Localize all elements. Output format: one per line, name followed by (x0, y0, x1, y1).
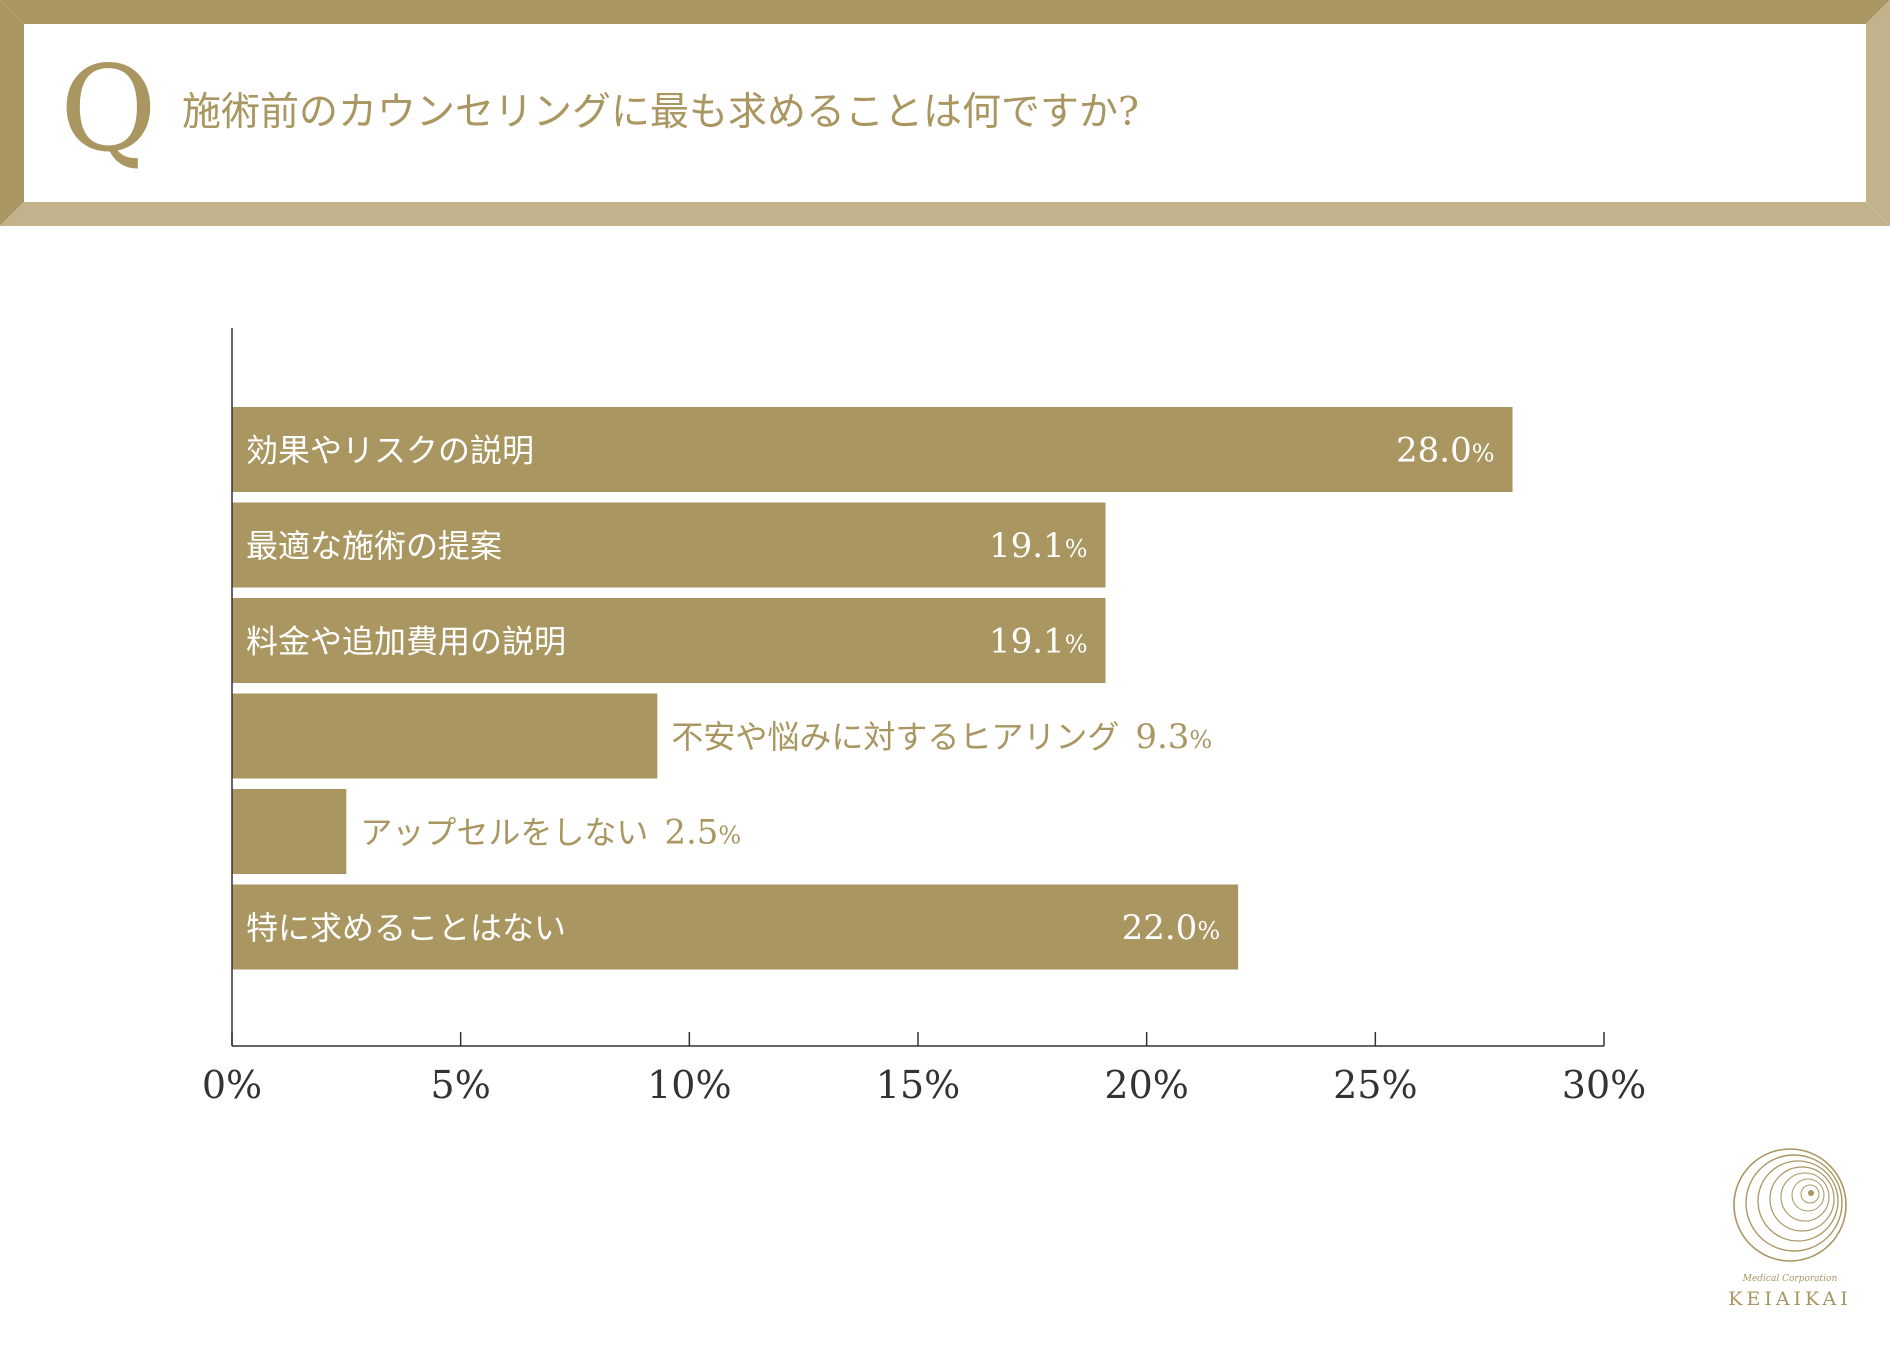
ticks-layer: 0% 5% 10% 15% 20% 25% 30% (202, 1032, 1646, 1107)
x-tick-label-30: 30% (1562, 1063, 1646, 1107)
page-title: 施術前のカウンセリングに最も求めることは何ですか? (182, 90, 1139, 135)
value-label-1: 28.0% (1396, 431, 1495, 471)
logo-spiral-icon (1733, 1148, 1847, 1262)
bar-6 (232, 884, 1239, 970)
logo-subtitle: Medical Corporation (1742, 1274, 1838, 1284)
x-tick-label-15: 15% (876, 1063, 960, 1107)
bar-1 (232, 407, 1513, 492)
x-tick-label-0: 0% (202, 1063, 262, 1107)
value-label-3: 19.1% (989, 622, 1088, 662)
category-label-4: 不安や悩みに対するヒアリング (671, 718, 1119, 756)
category-label-2: 最適な施術の提案 (246, 527, 502, 565)
frame-left-edge (0, 0, 24, 226)
frame-right-edge (1866, 0, 1890, 226)
bar-3 (232, 598, 1106, 683)
value-label-5: 2.5% (664, 813, 741, 853)
frame-top-edge (0, 0, 1890, 24)
question-mark-q: Q (60, 40, 157, 178)
logo: Medical Corporation KEIAIKAI (1700, 1148, 1880, 1310)
labels-layer: 効果やリスクの説明 28.0% 最適な施術の提案 19.1% 料金や追加費用の説明 19.… (246, 431, 1495, 949)
bar-2 (232, 502, 1106, 588)
frame-bottom-edge (0, 202, 1890, 226)
x-tick-label-25: 25% (1333, 1063, 1417, 1107)
category-label-1: 効果やリスクの説明 (246, 432, 534, 470)
x-tick-label-5: 5% (431, 1063, 491, 1107)
frame-inner (24, 24, 1866, 202)
value-label-2: 19.1% (989, 526, 1088, 566)
x-tick-label-10: 10% (647, 1063, 731, 1107)
category-label-6: 特に求めることはない (246, 909, 566, 947)
bar-4 (232, 693, 658, 779)
category-label-3: 料金や追加費用の説明 (246, 623, 566, 661)
category-label-5: アップセルをしない (360, 814, 648, 852)
bar-5 (232, 789, 347, 874)
logo-name: KEIAIKAI (1728, 1288, 1852, 1310)
bar-chart: 0% 5% 10% 15% 20% 25% 30% 効果やリスクの説明 28.0% 最適な施術の… (202, 328, 1646, 1107)
header-frame (0, 0, 1890, 226)
value-label-4: 9.3% (1135, 717, 1212, 757)
bars-layer (232, 407, 1513, 970)
value-label-6: 22.0% (1122, 908, 1221, 948)
x-tick-label-20: 20% (1104, 1063, 1188, 1107)
